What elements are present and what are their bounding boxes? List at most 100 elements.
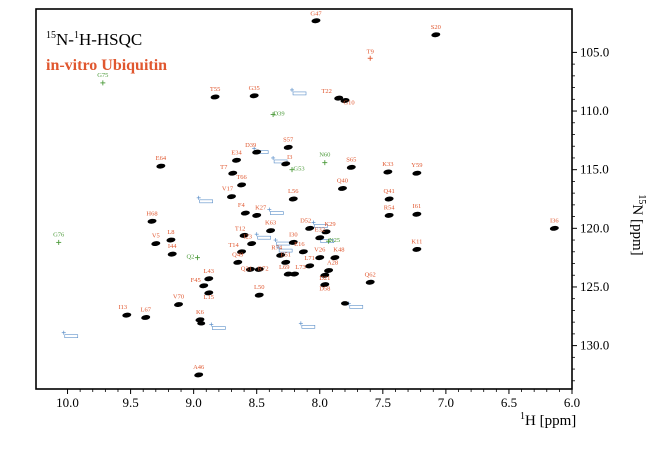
peak-label-v26: V26 [314,247,326,254]
peak-label-a28: A28 [327,260,338,267]
peak-r54 [384,212,394,218]
peak-label-e51: E51 [280,251,290,258]
x-tick-label: 9.5 [122,395,138,410]
title-h-isotope: 1 [74,30,79,41]
peak-d52 [305,225,315,231]
peak-l43 [204,276,214,282]
peak-label-f4: F4 [238,202,246,209]
cross-label-d39: D39 [273,111,284,118]
peak-label-i3: I3 [287,154,292,161]
peak-v70 [174,302,183,308]
y-axis-text: N [ppm] [629,204,645,255]
ref-marker [314,224,328,228]
peak-g47 [311,18,321,24]
peak-v26 [315,255,325,261]
peak-q31 [245,266,255,272]
x-tick-label: 8.5 [249,395,265,410]
peak-k48 [330,255,340,261]
cross-label-n60: N60 [319,152,330,159]
peak-label-v17: V17 [222,186,234,193]
cross-label-g75: G75 [97,72,108,79]
peak-label-i23: I23 [243,234,252,241]
peak-label-g10: G10 [343,99,354,106]
peak-f45 [199,283,209,289]
cross-label-t9: T9 [367,48,374,55]
peak-label-q40: Q40 [337,177,348,184]
peak-label-i30: I30 [289,231,298,238]
peak-e51 [281,259,291,265]
peak-i36 [549,225,559,231]
peak-l8 [166,237,176,243]
peak-label-l43: L43 [204,268,214,275]
peak-label-r72: R72 [258,265,269,272]
peak-label-t66: T66 [236,174,247,181]
peak-l15 [204,290,214,296]
ref-marker [257,235,272,240]
title-rest: H-HSQC [79,30,142,49]
peak-label-e64: E64 [156,155,167,162]
x-tick-label: 10.0 [56,395,79,410]
peak-label-a46: A46 [193,364,205,371]
peak-l50 [254,292,264,298]
peak-label-e16: E16 [294,241,305,248]
peak-g35 [249,93,259,99]
cross-label-g53: G53 [293,166,304,173]
peak-label-v70: V70 [173,294,184,301]
peak-k6 [195,317,205,323]
ref-marker [270,211,284,215]
peak-label-d52: D52 [300,217,311,224]
x-axis-text: H [ppm] [525,413,576,429]
peak-label-d39: D39 [245,142,256,149]
peak-label-i13: I13 [118,304,127,311]
peak-label-l67: L67 [140,306,151,313]
peak-label-s65: S65 [346,156,356,163]
peak-label-t14: T14 [228,242,239,249]
peak-label-k27: K27 [255,204,267,211]
peak-y59 [412,170,422,176]
y-tick-label: 110.0 [580,103,609,118]
peak-label-s57: S57 [283,136,294,143]
peak-label-l69: L69 [279,264,289,271]
peak-t22 [334,95,344,101]
plot-frame [35,8,573,390]
peak-i3 [281,161,291,167]
peak-v5 [151,241,161,247]
ref-marker [301,325,316,329]
peak-g10 [340,98,350,103]
peak-d21 [320,272,330,278]
peak-label-s20: S20 [431,24,441,31]
peak-label-e34: E34 [231,149,242,156]
y-tick-label: 130.0 [580,338,609,353]
peak-a46 [194,372,204,378]
y-tick-label: 105.0 [580,44,609,59]
x-tick-label: 7.5 [375,395,391,410]
peak-a28 [324,268,334,274]
peak-k29 [321,229,331,235]
peak-q62 [365,279,375,285]
peak-l71 [305,263,315,269]
peak-label-l15: L15 [204,294,214,301]
peak-s57 [283,144,293,150]
y-tick-label: 115.0 [580,162,609,177]
peak-d39 [252,149,262,155]
peak-s65 [346,164,356,170]
x-tick-label: 7.0 [438,395,454,410]
peak-i44 [167,251,177,257]
peak-l73 [290,271,300,277]
peak-label-t55: T55 [210,86,220,93]
x-tick-label: 6.5 [501,395,517,410]
x-tick-label: 8.0 [312,395,328,410]
chart-title: 15N-1H-HSQC [46,30,142,49]
peak-t55 [210,94,220,100]
peak-k27 [252,212,262,218]
peak-label-k11: K11 [411,238,422,245]
cross-label-q2: Q2 [186,254,194,261]
peak-d58 [320,282,330,288]
peak-e16 [298,249,308,255]
title-n: N- [56,30,74,49]
peak-q40 [337,185,347,191]
y-tick-label: 125.0 [580,279,609,294]
peak-label-t12: T12 [235,225,245,232]
peak-label-e32: E32 [315,227,325,234]
